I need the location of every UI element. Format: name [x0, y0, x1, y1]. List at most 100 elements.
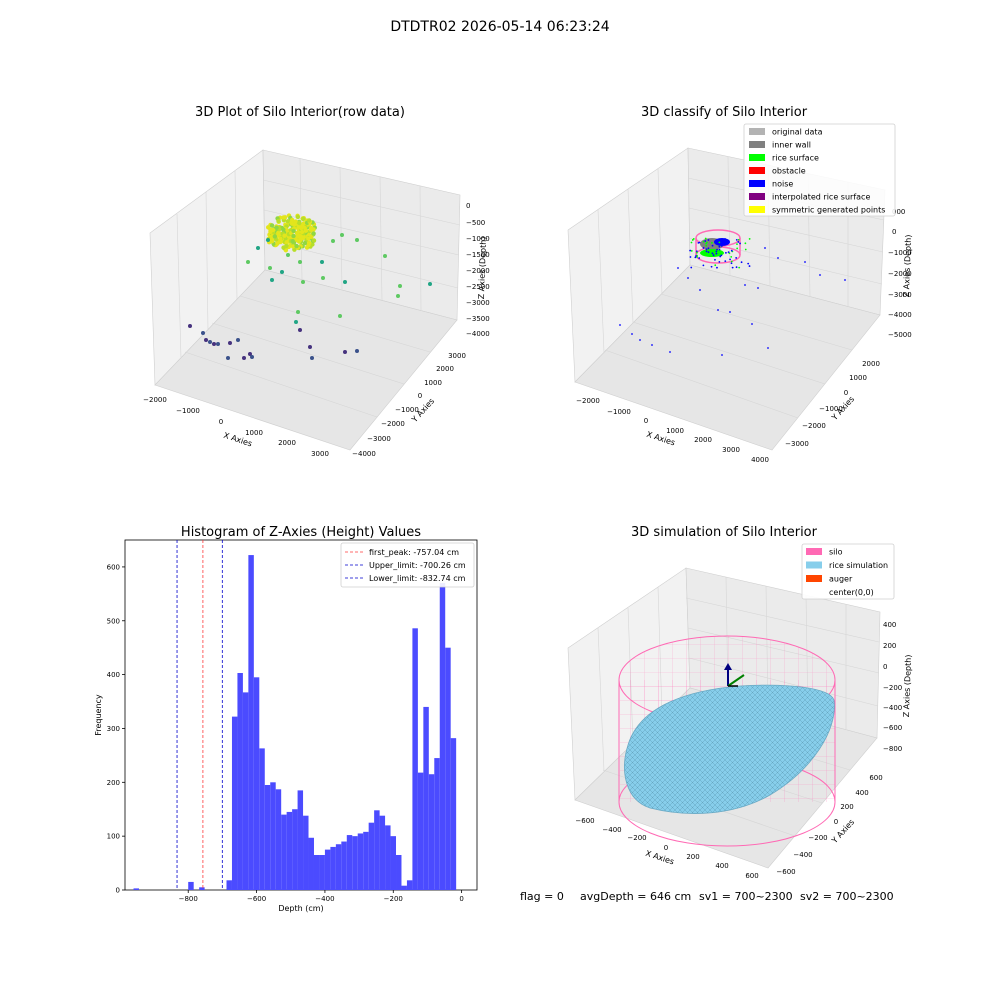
- cls-xtick-6: 4000: [751, 456, 769, 464]
- raw-point: [398, 284, 402, 288]
- cls-legend-swatch: [749, 154, 765, 161]
- hist-xticks: −800 −600 −400 −200 0: [179, 890, 464, 903]
- cls-ytick-4: 1000: [849, 374, 867, 382]
- raw-point: [226, 356, 230, 360]
- raw-point: [204, 338, 208, 342]
- hist-ytick-label: 300: [107, 725, 120, 733]
- cls-point: [694, 256, 697, 259]
- cls-legend-swatch: [749, 193, 765, 200]
- hist-bar: [434, 758, 440, 890]
- cls-point: [844, 279, 846, 281]
- raw-xtick-0: −2000: [143, 396, 167, 404]
- cls-point: [723, 241, 726, 244]
- cls-ytick-1: −2000: [802, 422, 826, 430]
- cls-point: [729, 311, 731, 313]
- legend-frame: [340, 542, 475, 588]
- cls-legend-swatch: [749, 206, 765, 213]
- sim-ztick-3: −200: [883, 684, 902, 692]
- cls-ytick-2: −1000: [819, 405, 843, 413]
- hist-bar: [275, 789, 282, 890]
- hist-bar: [237, 673, 243, 890]
- sim-legend: silo rice simulation auger center(0,0): [801, 543, 895, 600]
- hist-xtick-label: −400: [315, 895, 334, 903]
- cls-legend-label: original data: [772, 128, 823, 137]
- sim-legend-swatch: [806, 548, 822, 555]
- cls-point: [744, 242, 747, 245]
- sim-xtick-4: 200: [686, 853, 699, 861]
- raw-ztick-6: −3000: [466, 299, 490, 307]
- raw-point: [256, 246, 260, 250]
- cls-point: [691, 239, 694, 241]
- raw-point: [320, 260, 324, 264]
- cls-point: [690, 250, 693, 252]
- raw-point: [268, 266, 272, 270]
- cls-point: [698, 257, 701, 259]
- cls-point: [725, 239, 728, 242]
- panel-histogram: Histogram of Z-Axies (Height) Values −80…: [94, 525, 478, 913]
- raw-point: [228, 341, 232, 345]
- pane-floor: [574, 264, 881, 451]
- cls-legend-swatch: [749, 167, 765, 174]
- cls-point: [677, 267, 679, 269]
- cls-point: [735, 266, 738, 269]
- raw-point: [282, 215, 288, 220]
- cls-xtick-0: −2000: [576, 397, 600, 405]
- raw-xtick-4: 2000: [278, 439, 296, 447]
- cls-point: [727, 240, 730, 243]
- raw-ticks: −2000 −1000 0 1000 2000 3000 −4000 −3000…: [143, 202, 490, 458]
- sim-xtick-6: 600: [745, 872, 758, 880]
- cls-xtick-4: 2000: [694, 436, 712, 444]
- raw-point: [282, 233, 287, 238]
- hist-bar: [445, 647, 451, 890]
- cls-point: [669, 351, 671, 353]
- raw-point: [242, 356, 246, 360]
- hist-bar: [412, 628, 418, 890]
- raw-point: [281, 227, 286, 232]
- footer-sv2: sv2 = 700~2300: [800, 890, 894, 903]
- raw-point: [297, 238, 303, 243]
- hist-bar: [231, 716, 238, 890]
- raw-point: [291, 228, 296, 234]
- cls-legend-label: symmetric generated points: [772, 206, 885, 215]
- sim-ztick-6: −800: [883, 745, 902, 753]
- raw-point: [269, 223, 275, 228]
- hist-bar: [390, 836, 397, 890]
- cls-point: [724, 238, 727, 240]
- sim-legend-label: rice simulation: [829, 561, 888, 570]
- cls-point: [689, 256, 692, 258]
- cls-point: [736, 243, 738, 246]
- footer-avg-depth: avgDepth = 646 cm: [580, 890, 691, 903]
- hist-bar: [368, 822, 375, 890]
- cls-point: [735, 238, 738, 241]
- cls-point: [729, 258, 731, 261]
- raw-point: [311, 231, 316, 236]
- cls-point: [651, 344, 653, 346]
- hist-bar: [133, 888, 140, 890]
- hist-bar: [406, 880, 413, 890]
- raw-ytick-6: 2000: [436, 365, 454, 373]
- hist-bar: [450, 738, 457, 890]
- cls-point: [698, 241, 701, 244]
- sim-title: 3D simulation of Silo Interior: [631, 525, 818, 540]
- cls-point: [804, 261, 806, 263]
- raw-ztick-8: −4000: [466, 330, 490, 338]
- raw-point: [291, 233, 296, 239]
- hist-legend-label: Upper_limit: -700.26 cm: [369, 561, 466, 570]
- cls-point: [721, 241, 723, 244]
- sim-ztick-2: 0: [883, 663, 887, 671]
- raw-point: [284, 240, 289, 245]
- hist-bar: [242, 692, 249, 890]
- cls-ztick-4: −3000: [888, 291, 912, 299]
- cls-point: [738, 266, 741, 269]
- raw-ztick-3: −1500: [466, 251, 490, 259]
- raw-point: [280, 270, 284, 274]
- cls-point: [690, 241, 693, 244]
- sim-legend-label: silo: [829, 548, 843, 557]
- raw-point: [396, 294, 400, 298]
- cls-point: [739, 242, 741, 245]
- hist-ylabel: Frequency: [94, 694, 103, 736]
- raw-point: [296, 310, 300, 314]
- hist-title: Histogram of Z-Axies (Height) Values: [181, 525, 421, 540]
- cls-point: [725, 251, 727, 254]
- hist-bars: [133, 555, 457, 890]
